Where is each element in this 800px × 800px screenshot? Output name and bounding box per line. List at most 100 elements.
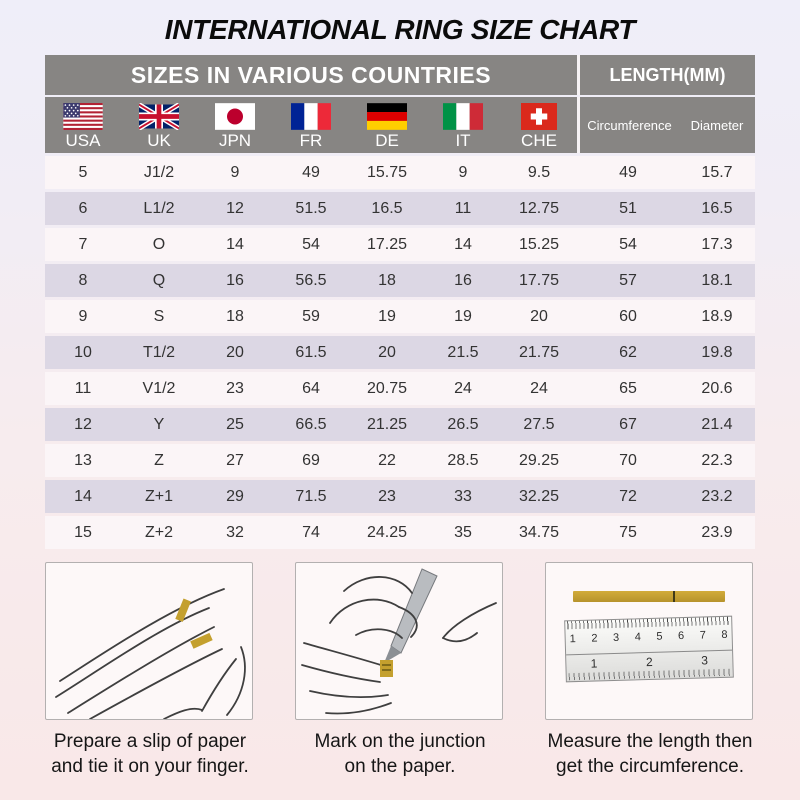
table-row: 6 L1/2 12 51.5 16.5 11 12.75 51 16.5 [45,192,755,225]
column-header-che: CHE [501,97,577,153]
size-cell: 16.5 [371,199,403,217]
table-row: 10 T1/2 20 61.5 20 21.5 21.75 62 19.8 [45,336,755,369]
ruler-mm-ticks [567,616,730,630]
size-cell: 13 [74,451,92,469]
paper-strip [573,591,725,602]
ruler-number: 1 [569,633,576,646]
size-cell: 19 [378,307,396,325]
size-cell: 62 [619,343,637,361]
size-cell: Z+1 [144,487,173,505]
table-row: 13 Z 27 69 22 28.5 29.25 70 22.3 [45,444,755,477]
size-cell: 70 [619,451,637,469]
header-divider [577,97,580,153]
column-header-de: DE [349,97,425,153]
size-cell: 23 [378,487,396,505]
italy-flag-icon [443,102,483,130]
size-cell: 12.75 [518,199,560,217]
hand-with-paper-strip-illustration [55,588,246,719]
size-cell: 64 [302,379,320,397]
table-row: 14 Z+1 29 71.5 23 33 32.25 72 23.2 [45,480,755,513]
column-header-it: IT [425,97,501,153]
size-cell: 21.75 [518,343,560,361]
caption-line: Prepare a slip of paper [53,731,247,752]
size-cell: 65 [619,379,637,397]
size-cell: 12 [226,199,244,217]
size-cell: 28.5 [447,451,479,469]
usa-flag-icon [63,102,103,130]
size-cell: O [152,235,166,253]
ruler-number: 2 [591,632,598,645]
country-code: FR [299,130,323,150]
size-cell: 10 [74,343,92,361]
size-cell: 61.5 [295,343,327,361]
table-row: 9 S 18 59 19 19 20 60 18.9 [45,300,755,333]
size-cell: 6 [78,199,88,217]
header-sizes-countries: SIZES IN VARIOUS COUNTRIES [45,55,577,95]
size-cell: V1/2 [142,379,176,397]
size-cell: 29.25 [518,451,560,469]
ruler-number: 3 [701,653,709,668]
size-cell: 67 [619,415,637,433]
caption-line: Measure the length then [547,731,753,752]
size-cell: 66.5 [295,415,327,433]
ruler-measuring-strip-illustration: 1 2 3 4 5 6 7 8 1 2 3 [546,563,752,683]
size-cell: 9.5 [527,163,551,181]
ruler-number: 8 [721,628,728,641]
size-cell: 49 [302,163,320,181]
country-code: USA [65,130,101,150]
size-cell: 12 [74,415,92,433]
ruler-number: 4 [634,631,642,644]
size-cell: 32.25 [518,487,560,505]
column-header-usa: USA [45,97,121,153]
size-cell: 57 [619,271,637,289]
size-cell: 15.25 [518,235,560,253]
size-cell: L1/2 [143,199,175,217]
size-cell: Z+2 [144,523,173,541]
caption-line: and tie it on your finger. [51,756,249,777]
size-cell: 20 [530,307,548,325]
germany-flag-icon [367,102,407,130]
size-cell: T1/2 [142,343,175,361]
size-cell: 16 [226,271,244,289]
ruler-number: 2 [645,654,653,670]
table-row: 15 Z+2 32 74 24.25 35 34.75 75 23.9 [45,516,755,549]
size-cell: 24 [530,379,548,397]
size-cell: 16 [454,271,472,289]
instruction-image-1 [45,562,253,720]
size-cell: 34.75 [518,523,560,541]
size-cell: 7 [78,235,88,253]
size-cell: 14 [74,487,92,505]
size-cell: 19.8 [701,343,733,361]
size-cell: 14 [226,235,244,253]
size-cell: 15.7 [701,163,733,181]
size-cell: 21.25 [366,415,408,433]
caption-line: get the circumference. [556,756,744,777]
size-cell: 11 [454,199,472,217]
size-cell: 9 [230,163,240,181]
size-cell: 20 [226,343,244,361]
column-header-diameter: Diameter [679,97,755,153]
instruction-caption-3: Measure the length then get the circumfe… [545,729,755,779]
size-cell: 72 [619,487,637,505]
size-cell: 51 [619,199,637,217]
size-cell: 69 [302,451,320,469]
size-cell: 71.5 [295,487,327,505]
size-cell: 23 [226,379,244,397]
size-cell: 22 [378,451,396,469]
country-code: CHE [521,130,557,150]
ruler-number: 3 [612,631,620,644]
table-row: 12 Y 25 66.5 21.25 26.5 27.5 67 21.4 [45,408,755,441]
size-cell: 16.5 [701,199,733,217]
size-cell: 5 [78,163,88,181]
size-cell: Z [154,451,164,469]
size-cell: 59 [302,307,320,325]
strip-mark [673,591,676,602]
caption-line: on the paper. [344,756,456,777]
size-cell: 17.25 [366,235,408,253]
size-cell: 11 [74,379,92,397]
column-header-jpn: JPN [197,97,273,153]
size-cell: 32 [226,523,244,541]
size-table-body: 5 J1/2 9 49 15.75 9 9.5 49 15.7 6 L1/2 12 51.5 16.5 11… [45,156,755,549]
table-row: 7 O 14 54 17.25 14 15.25 54 17.3 [45,228,755,261]
size-cell: 9 [458,163,468,181]
